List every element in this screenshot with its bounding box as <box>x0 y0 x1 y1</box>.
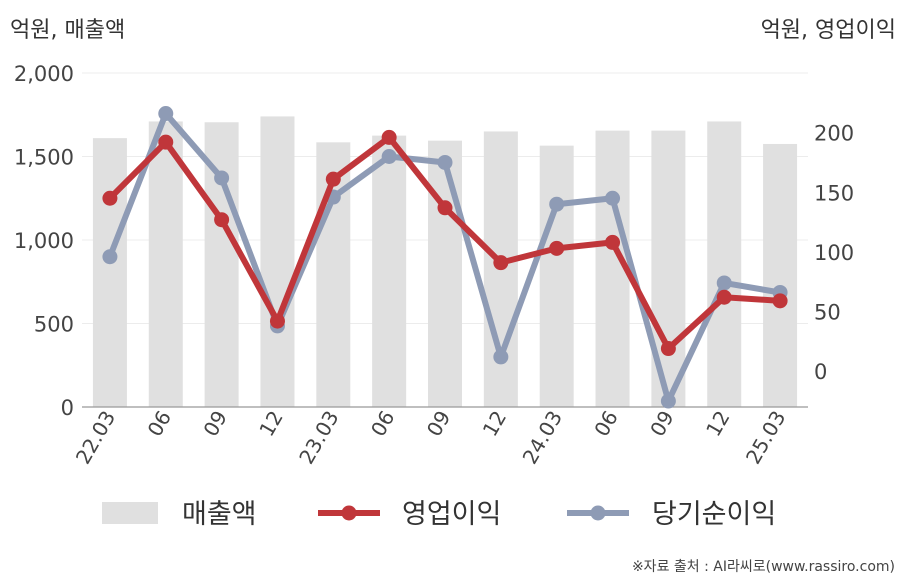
right-tick-label: 0 <box>814 360 827 384</box>
legend-label: 당기순이익 <box>652 499 776 530</box>
series-point <box>158 106 174 122</box>
source-text: ※자료 출처 : AI라씨로(www.rassiro.com) <box>632 559 895 575</box>
series-point <box>381 129 397 145</box>
legend-label: 매출액 <box>182 499 257 530</box>
series-point <box>772 293 788 309</box>
legend-item: 영업이익 <box>318 499 501 530</box>
right-tick-label: 50 <box>814 301 841 325</box>
x-tick-label: 06 <box>589 407 623 441</box>
series-point <box>660 393 676 409</box>
left-tick-label: 1,000 <box>14 229 74 253</box>
x-tick-label: 25.03 <box>741 407 790 469</box>
legend-marker <box>590 505 606 521</box>
revenue-bar <box>707 121 742 408</box>
x-tick-label: 06 <box>143 407 177 441</box>
revenue-bar <box>260 116 295 408</box>
series-point <box>214 212 230 228</box>
series-point <box>437 154 453 170</box>
series-point <box>716 275 732 291</box>
series-lines <box>102 106 788 409</box>
x-tick-label: 06 <box>366 407 400 441</box>
x-tick-label: 09 <box>198 407 232 441</box>
x-tick-label: 09 <box>422 407 456 441</box>
series-point <box>325 171 341 187</box>
revenue-bar <box>204 122 239 407</box>
right-tick-label: 100 <box>814 241 854 265</box>
right-axis-unit: 억원, 영업이익 <box>761 18 896 43</box>
revenue-bar <box>763 143 798 407</box>
right-tick-label: 150 <box>814 181 854 205</box>
x-tick-label: 24.03 <box>518 407 567 469</box>
x-tick-label: 23.03 <box>294 407 343 469</box>
left-axis-unit: 억원, 매출액 <box>10 18 125 43</box>
left-tick-label: 0 <box>61 396 74 420</box>
series-point <box>549 240 565 256</box>
series-point <box>605 190 621 206</box>
x-tick-label: 12 <box>701 407 735 441</box>
legend-marker <box>341 505 357 521</box>
series-영업이익 <box>102 129 788 357</box>
series-point <box>716 289 732 305</box>
series-point <box>549 196 565 212</box>
legend-item: 당기순이익 <box>567 499 776 530</box>
revenue-bar <box>428 140 462 407</box>
series-point <box>660 341 676 357</box>
legend: 매출액 영업이익 당기순이익 <box>102 499 776 530</box>
right-y-axis-ticks: 0 50 100 150 200 <box>814 122 854 385</box>
series-point <box>158 134 174 150</box>
left-tick-label: 2,000 <box>14 62 74 86</box>
revenue-bar <box>148 121 183 408</box>
legend-item: 매출액 <box>102 499 257 530</box>
legend-label: 영업이익 <box>402 499 501 530</box>
series-point <box>605 234 621 250</box>
series-point <box>493 255 509 271</box>
series-point <box>381 149 397 164</box>
left-tick-label: 500 <box>34 313 74 337</box>
x-tick-label: 22.03 <box>71 407 120 469</box>
series-point <box>102 190 118 206</box>
revenue-bar <box>539 145 574 407</box>
series-point <box>102 249 118 265</box>
series-point <box>269 313 285 329</box>
x-tick-label: 12 <box>254 407 288 441</box>
x-tick-label: 12 <box>478 407 512 441</box>
revenue-bars <box>92 116 798 408</box>
series-point <box>493 349 509 365</box>
left-tick-label: 1,500 <box>14 146 74 170</box>
revenue-bar <box>372 135 407 407</box>
series-point <box>214 170 230 186</box>
right-tick-label: 200 <box>814 122 854 146</box>
left-y-axis-ticks: 0 500 1,000 1,500 2,000 <box>14 62 74 420</box>
legend-swatch <box>102 502 158 524</box>
x-axis-ticks: 22.03 06 09 12 23.03 06 09 12 24.03 06 09 12 25.03 <box>71 407 791 469</box>
series-point <box>437 200 453 216</box>
x-tick-label: 09 <box>645 407 679 441</box>
revenue-bar <box>92 138 127 407</box>
